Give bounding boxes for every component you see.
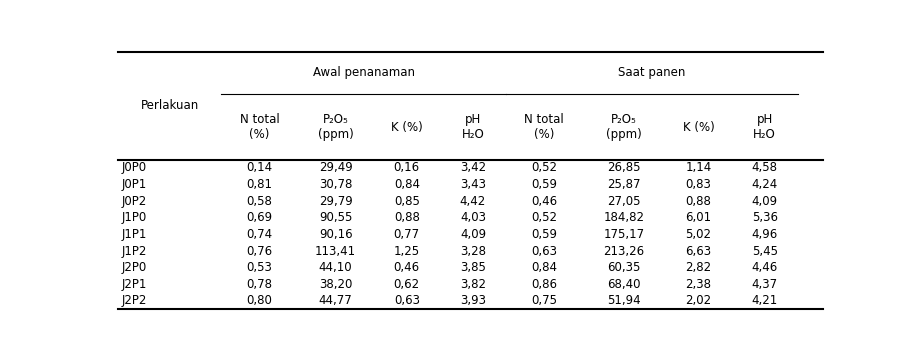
Text: 0,84: 0,84 bbox=[394, 178, 420, 191]
Text: 1,14: 1,14 bbox=[686, 161, 711, 175]
Text: pH
H₂O: pH H₂O bbox=[754, 113, 776, 141]
Text: 29,79: 29,79 bbox=[319, 195, 353, 208]
Text: 0,84: 0,84 bbox=[532, 261, 557, 274]
Text: P₂O₅
(ppm): P₂O₅ (ppm) bbox=[606, 113, 642, 141]
Text: 0,77: 0,77 bbox=[394, 228, 420, 241]
Text: K (%): K (%) bbox=[683, 121, 714, 134]
Text: 0,86: 0,86 bbox=[532, 278, 557, 291]
Text: J2P1: J2P1 bbox=[121, 278, 147, 291]
Text: 5,36: 5,36 bbox=[752, 211, 778, 224]
Text: 0,81: 0,81 bbox=[247, 178, 273, 191]
Text: 3,42: 3,42 bbox=[460, 161, 486, 175]
Text: J0P1: J0P1 bbox=[121, 178, 146, 191]
Text: 29,49: 29,49 bbox=[319, 161, 353, 175]
Text: 0,63: 0,63 bbox=[532, 244, 557, 258]
Text: 0,75: 0,75 bbox=[532, 294, 557, 307]
Text: 30,78: 30,78 bbox=[319, 178, 353, 191]
Text: 0,74: 0,74 bbox=[246, 228, 273, 241]
Text: 0,88: 0,88 bbox=[394, 211, 420, 224]
Text: 0,80: 0,80 bbox=[247, 294, 273, 307]
Text: 213,26: 213,26 bbox=[603, 244, 644, 258]
Text: 1,25: 1,25 bbox=[394, 244, 420, 258]
Text: 0,83: 0,83 bbox=[686, 178, 711, 191]
Text: 0,53: 0,53 bbox=[247, 261, 273, 274]
Text: N total
(%): N total (%) bbox=[524, 113, 564, 141]
Text: 2,38: 2,38 bbox=[686, 278, 711, 291]
Text: 4,42: 4,42 bbox=[460, 195, 487, 208]
Text: 6,01: 6,01 bbox=[686, 211, 711, 224]
Text: 38,20: 38,20 bbox=[319, 278, 353, 291]
Text: 0,85: 0,85 bbox=[394, 195, 420, 208]
Text: Awal penanaman: Awal penanaman bbox=[313, 67, 415, 80]
Text: Saat panen: Saat panen bbox=[618, 67, 686, 80]
Text: 0,62: 0,62 bbox=[394, 278, 420, 291]
Text: 5,45: 5,45 bbox=[752, 244, 778, 258]
Text: 0,69: 0,69 bbox=[246, 211, 273, 224]
Text: J2P0: J2P0 bbox=[121, 261, 146, 274]
Text: 0,78: 0,78 bbox=[247, 278, 273, 291]
Text: J1P0: J1P0 bbox=[121, 211, 146, 224]
Text: 3,82: 3,82 bbox=[460, 278, 486, 291]
Text: 4,09: 4,09 bbox=[752, 195, 778, 208]
Text: 184,82: 184,82 bbox=[603, 211, 644, 224]
Text: 4,03: 4,03 bbox=[460, 211, 486, 224]
Text: 113,41: 113,41 bbox=[315, 244, 356, 258]
Text: 3,28: 3,28 bbox=[460, 244, 486, 258]
Text: 0,46: 0,46 bbox=[531, 195, 557, 208]
Text: 0,52: 0,52 bbox=[532, 211, 557, 224]
Text: 26,85: 26,85 bbox=[607, 161, 641, 175]
Text: 4,46: 4,46 bbox=[752, 261, 778, 274]
Text: 3,43: 3,43 bbox=[460, 178, 486, 191]
Text: 3,85: 3,85 bbox=[460, 261, 486, 274]
Text: 60,35: 60,35 bbox=[607, 261, 641, 274]
Text: 4,96: 4,96 bbox=[752, 228, 778, 241]
Text: pH
H₂O: pH H₂O bbox=[462, 113, 485, 141]
Text: 4,21: 4,21 bbox=[752, 294, 778, 307]
Text: 4,09: 4,09 bbox=[460, 228, 486, 241]
Text: J0P2: J0P2 bbox=[121, 195, 146, 208]
Text: 175,17: 175,17 bbox=[603, 228, 644, 241]
Text: 2,82: 2,82 bbox=[686, 261, 711, 274]
Text: 4,24: 4,24 bbox=[752, 178, 778, 191]
Text: 3,93: 3,93 bbox=[460, 294, 486, 307]
Text: 0,76: 0,76 bbox=[246, 244, 273, 258]
Text: J1P2: J1P2 bbox=[121, 244, 147, 258]
Text: 27,05: 27,05 bbox=[607, 195, 641, 208]
Text: 5,02: 5,02 bbox=[686, 228, 711, 241]
Text: 0,52: 0,52 bbox=[532, 161, 557, 175]
Text: 0,59: 0,59 bbox=[532, 178, 557, 191]
Text: 44,77: 44,77 bbox=[319, 294, 353, 307]
Text: 90,55: 90,55 bbox=[319, 211, 353, 224]
Text: 2,02: 2,02 bbox=[686, 294, 711, 307]
Text: 0,14: 0,14 bbox=[246, 161, 273, 175]
Text: 0,63: 0,63 bbox=[394, 294, 420, 307]
Text: 68,40: 68,40 bbox=[607, 278, 641, 291]
Text: 0,46: 0,46 bbox=[394, 261, 420, 274]
Text: 0,16: 0,16 bbox=[394, 161, 420, 175]
Text: K (%): K (%) bbox=[391, 121, 422, 134]
Text: 0,58: 0,58 bbox=[247, 195, 273, 208]
Text: N total
(%): N total (%) bbox=[240, 113, 279, 141]
Text: 90,16: 90,16 bbox=[319, 228, 353, 241]
Text: J2P2: J2P2 bbox=[121, 294, 147, 307]
Text: J0P0: J0P0 bbox=[121, 161, 146, 175]
Text: 6,63: 6,63 bbox=[686, 244, 711, 258]
Text: 0,88: 0,88 bbox=[686, 195, 711, 208]
Text: Perlakuan: Perlakuan bbox=[140, 99, 199, 112]
Text: 25,87: 25,87 bbox=[607, 178, 641, 191]
Text: 44,10: 44,10 bbox=[319, 261, 353, 274]
Text: 0,59: 0,59 bbox=[532, 228, 557, 241]
Text: P₂O₅
(ppm): P₂O₅ (ppm) bbox=[318, 113, 353, 141]
Text: 4,58: 4,58 bbox=[752, 161, 778, 175]
Text: J1P1: J1P1 bbox=[121, 228, 147, 241]
Text: 51,94: 51,94 bbox=[607, 294, 641, 307]
Text: 4,37: 4,37 bbox=[752, 278, 778, 291]
